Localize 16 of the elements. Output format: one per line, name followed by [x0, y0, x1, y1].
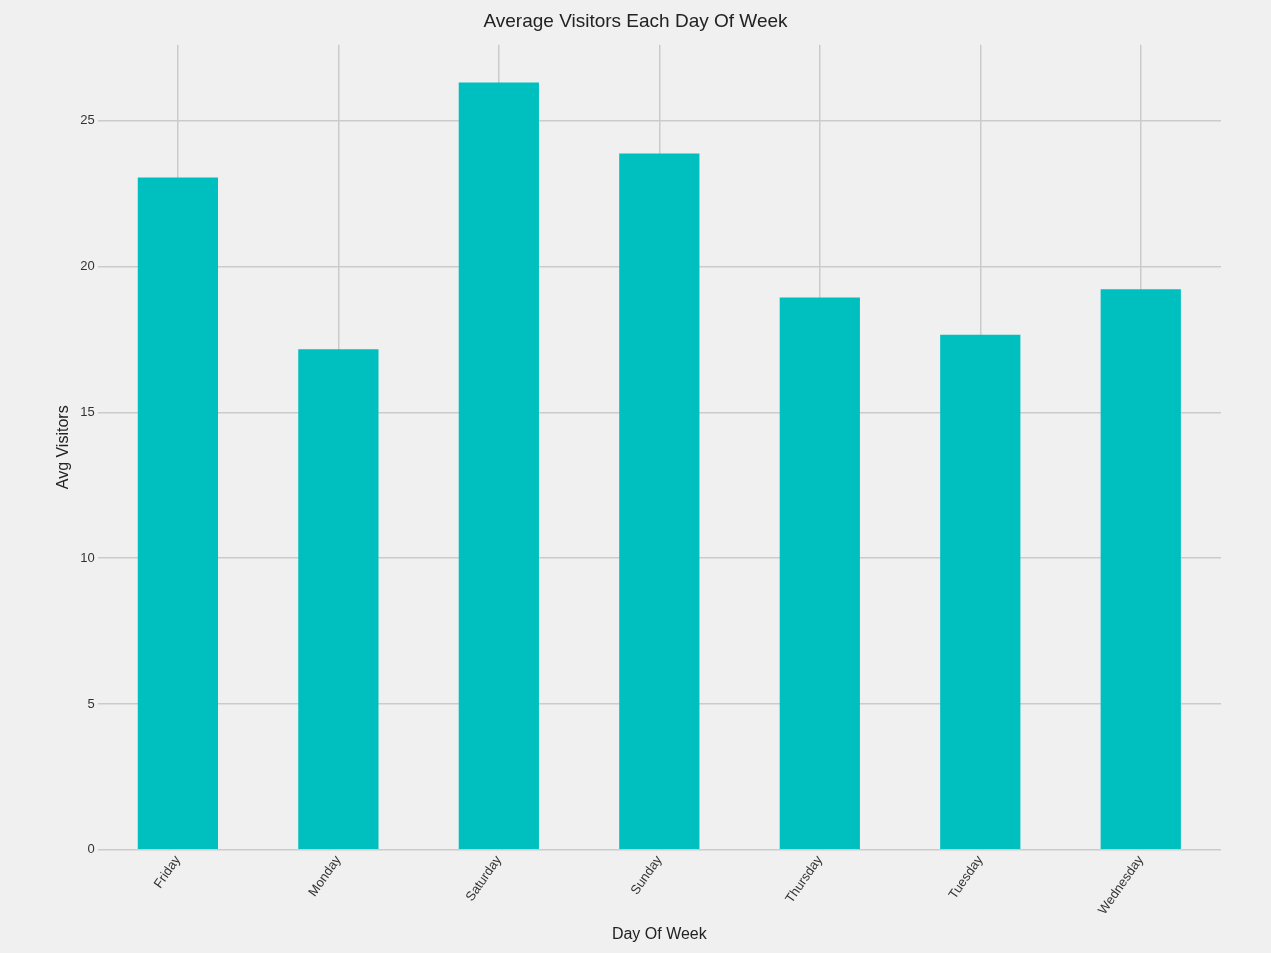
y-tick-label: 10 — [80, 549, 95, 565]
y-tick-label: 20 — [80, 258, 95, 274]
x-axis-title: Day Of Week — [611, 924, 708, 942]
bar — [619, 153, 700, 850]
y-axis-title: Avg Visitors — [54, 405, 72, 490]
bar — [137, 177, 219, 850]
bar — [1100, 289, 1181, 850]
y-tick-label: 5 — [87, 695, 95, 711]
y-tick-label: 15 — [80, 403, 95, 419]
y-tick-label: 0 — [87, 841, 95, 857]
chart-title: Average Visitors Each Day Of Week — [483, 9, 789, 31]
bar — [458, 82, 539, 850]
bar — [779, 297, 860, 850]
y-tick-label: 25 — [80, 112, 95, 128]
bar — [298, 349, 379, 850]
bar — [940, 334, 1021, 850]
